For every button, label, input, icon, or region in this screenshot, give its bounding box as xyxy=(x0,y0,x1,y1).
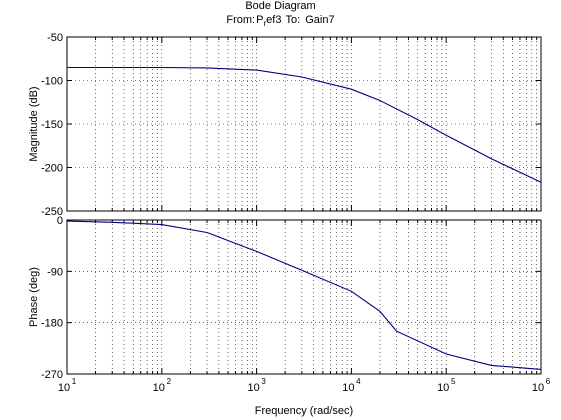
y-tick-label: -200 xyxy=(41,163,63,175)
y-axis-label-magnitude: Magnitude (dB) xyxy=(28,86,40,161)
subtitle-to-value: Gain7 xyxy=(305,14,335,26)
subtitle-from-value: P xyxy=(256,14,264,26)
x-axis-label: Frequency (rad/sec) xyxy=(255,405,353,417)
subtitle-from-rest: ef3 xyxy=(266,14,282,26)
series-line-magnitude xyxy=(67,66,542,183)
x-tick-exponent: 3 xyxy=(261,377,266,386)
x-tick-label: 10 xyxy=(532,382,544,394)
x-tick-label: 10 xyxy=(247,382,259,394)
series-line-phase xyxy=(66,220,542,370)
x-tick-label: 10 xyxy=(342,382,354,394)
x-tick-exponent: 2 xyxy=(167,377,172,386)
y-tick-label: -100 xyxy=(41,76,63,88)
x-tick-label: 10 xyxy=(58,382,70,394)
subtitle-to-label: To: xyxy=(285,14,301,26)
y-tick-label: -180 xyxy=(41,318,63,330)
y-tick-label: 0 xyxy=(57,215,63,227)
chart-title: Bode Diagram xyxy=(0,0,561,12)
x-tick-exponent: 6 xyxy=(546,377,551,386)
y-tick-label: -150 xyxy=(41,119,63,131)
x-tick-exponent: 1 xyxy=(72,377,77,386)
y-tick-label: -50 xyxy=(47,32,63,44)
chart-subtitle: From:Pref3 To: Gain7 xyxy=(0,14,561,28)
x-tick-label: 10 xyxy=(437,382,449,394)
y-axis-label-phase: Phase (deg) xyxy=(28,267,40,327)
y-tick-label: -90 xyxy=(47,266,63,278)
y-tick-label: -270 xyxy=(41,369,63,381)
chart-title-text: Bode Diagram xyxy=(245,0,316,12)
x-tick-exponent: 4 xyxy=(356,377,361,386)
subtitle-from-sub: r xyxy=(263,19,267,29)
x-tick-exponent: 5 xyxy=(451,377,456,386)
subtitle-from-label: From: xyxy=(226,14,256,26)
y-tick-label: -250 xyxy=(41,206,63,218)
plot-area-phase xyxy=(66,219,542,375)
x-tick-label: 10 xyxy=(153,382,165,394)
